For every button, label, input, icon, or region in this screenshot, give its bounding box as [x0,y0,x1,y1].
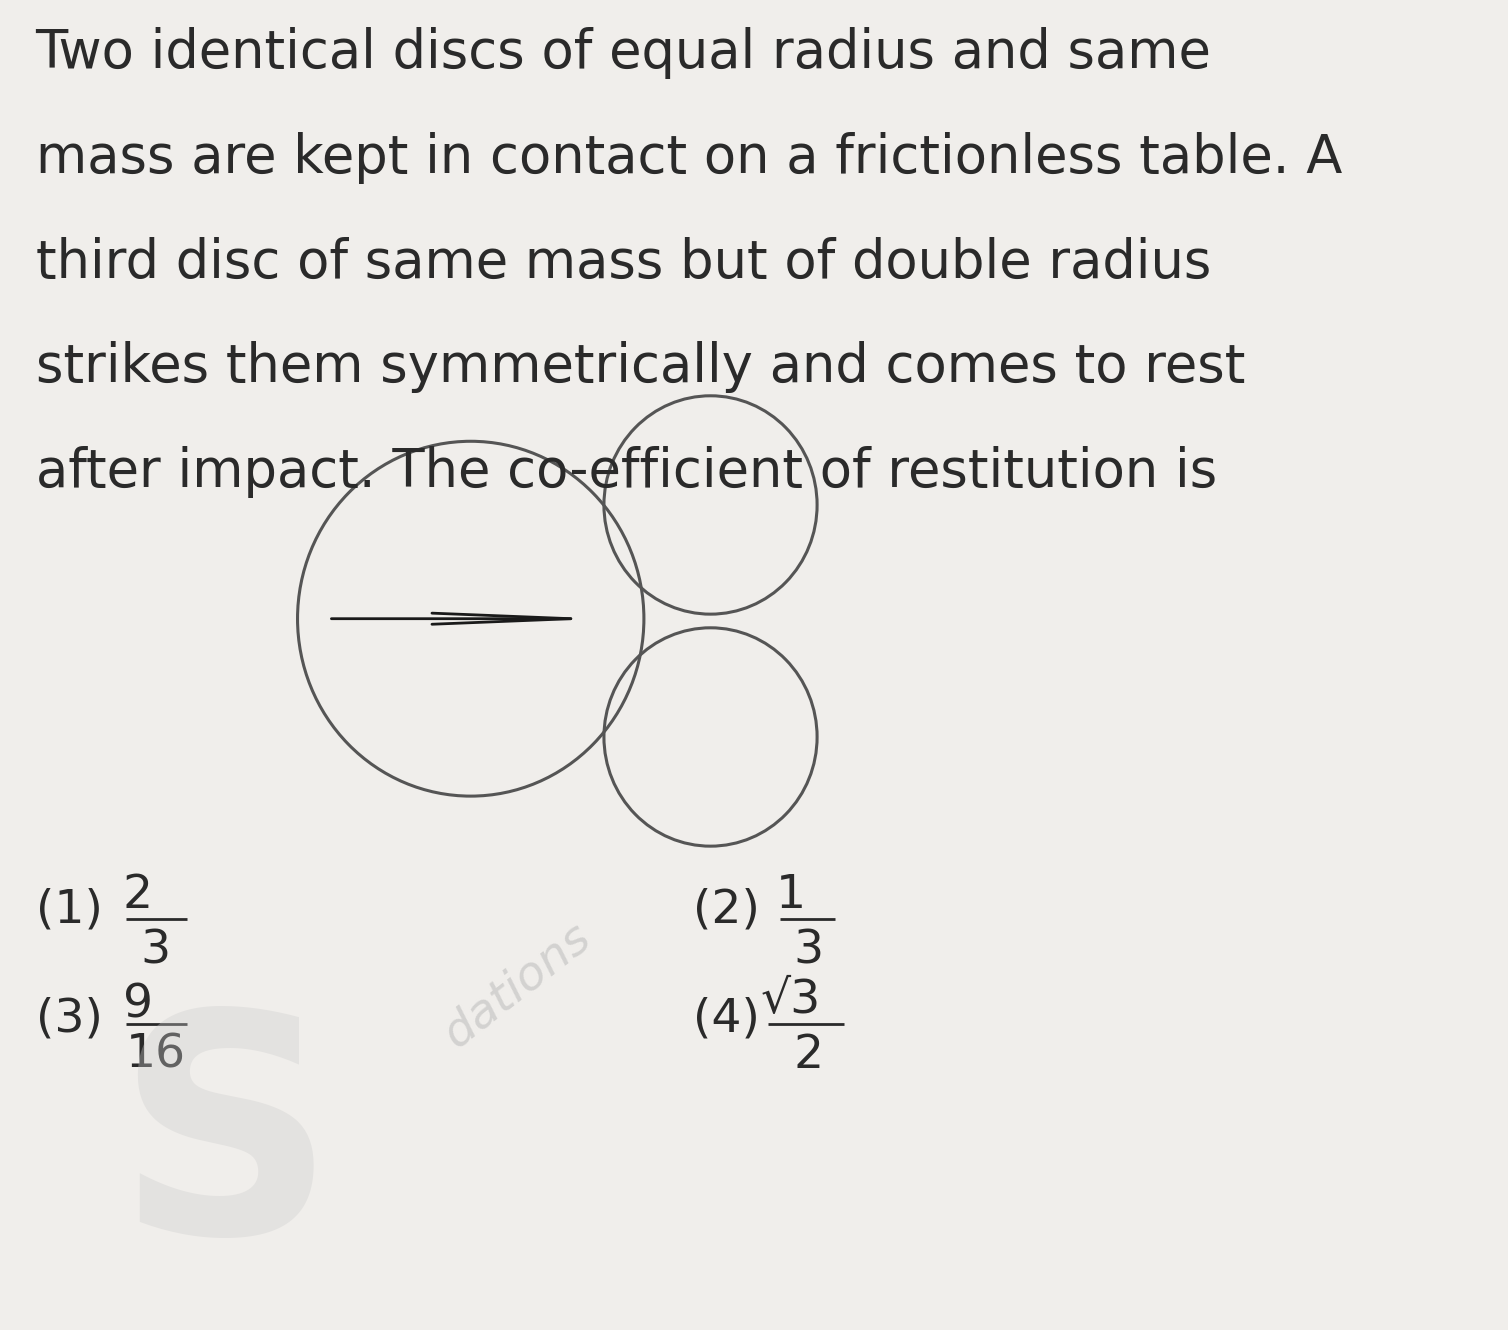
Text: 2: 2 [122,874,152,919]
Text: 1: 1 [775,874,805,919]
Text: (4): (4) [692,996,760,1041]
Text: strikes them symmetrically and comes to rest: strikes them symmetrically and comes to … [36,342,1246,394]
Text: third disc of same mass but of double radius: third disc of same mass but of double ra… [36,237,1211,289]
Text: 3: 3 [793,928,823,974]
Text: (1): (1) [36,887,103,932]
Text: after impact. The co-efficient of restitution is: after impact. The co-efficient of restit… [36,446,1217,497]
Text: 16: 16 [125,1032,185,1077]
Text: (3): (3) [36,996,103,1041]
Text: 2: 2 [793,1032,823,1077]
Text: √3: √3 [760,978,820,1023]
Text: S: S [116,1001,335,1298]
Text: Two identical discs of equal radius and same: Two identical discs of equal radius and … [36,28,1211,80]
Text: 9: 9 [122,983,152,1028]
Text: mass are kept in contact on a frictionless table. A: mass are kept in contact on a frictionle… [36,132,1342,184]
Text: (2): (2) [692,887,760,932]
Text: dations: dations [436,914,600,1056]
Text: 3: 3 [140,928,170,974]
